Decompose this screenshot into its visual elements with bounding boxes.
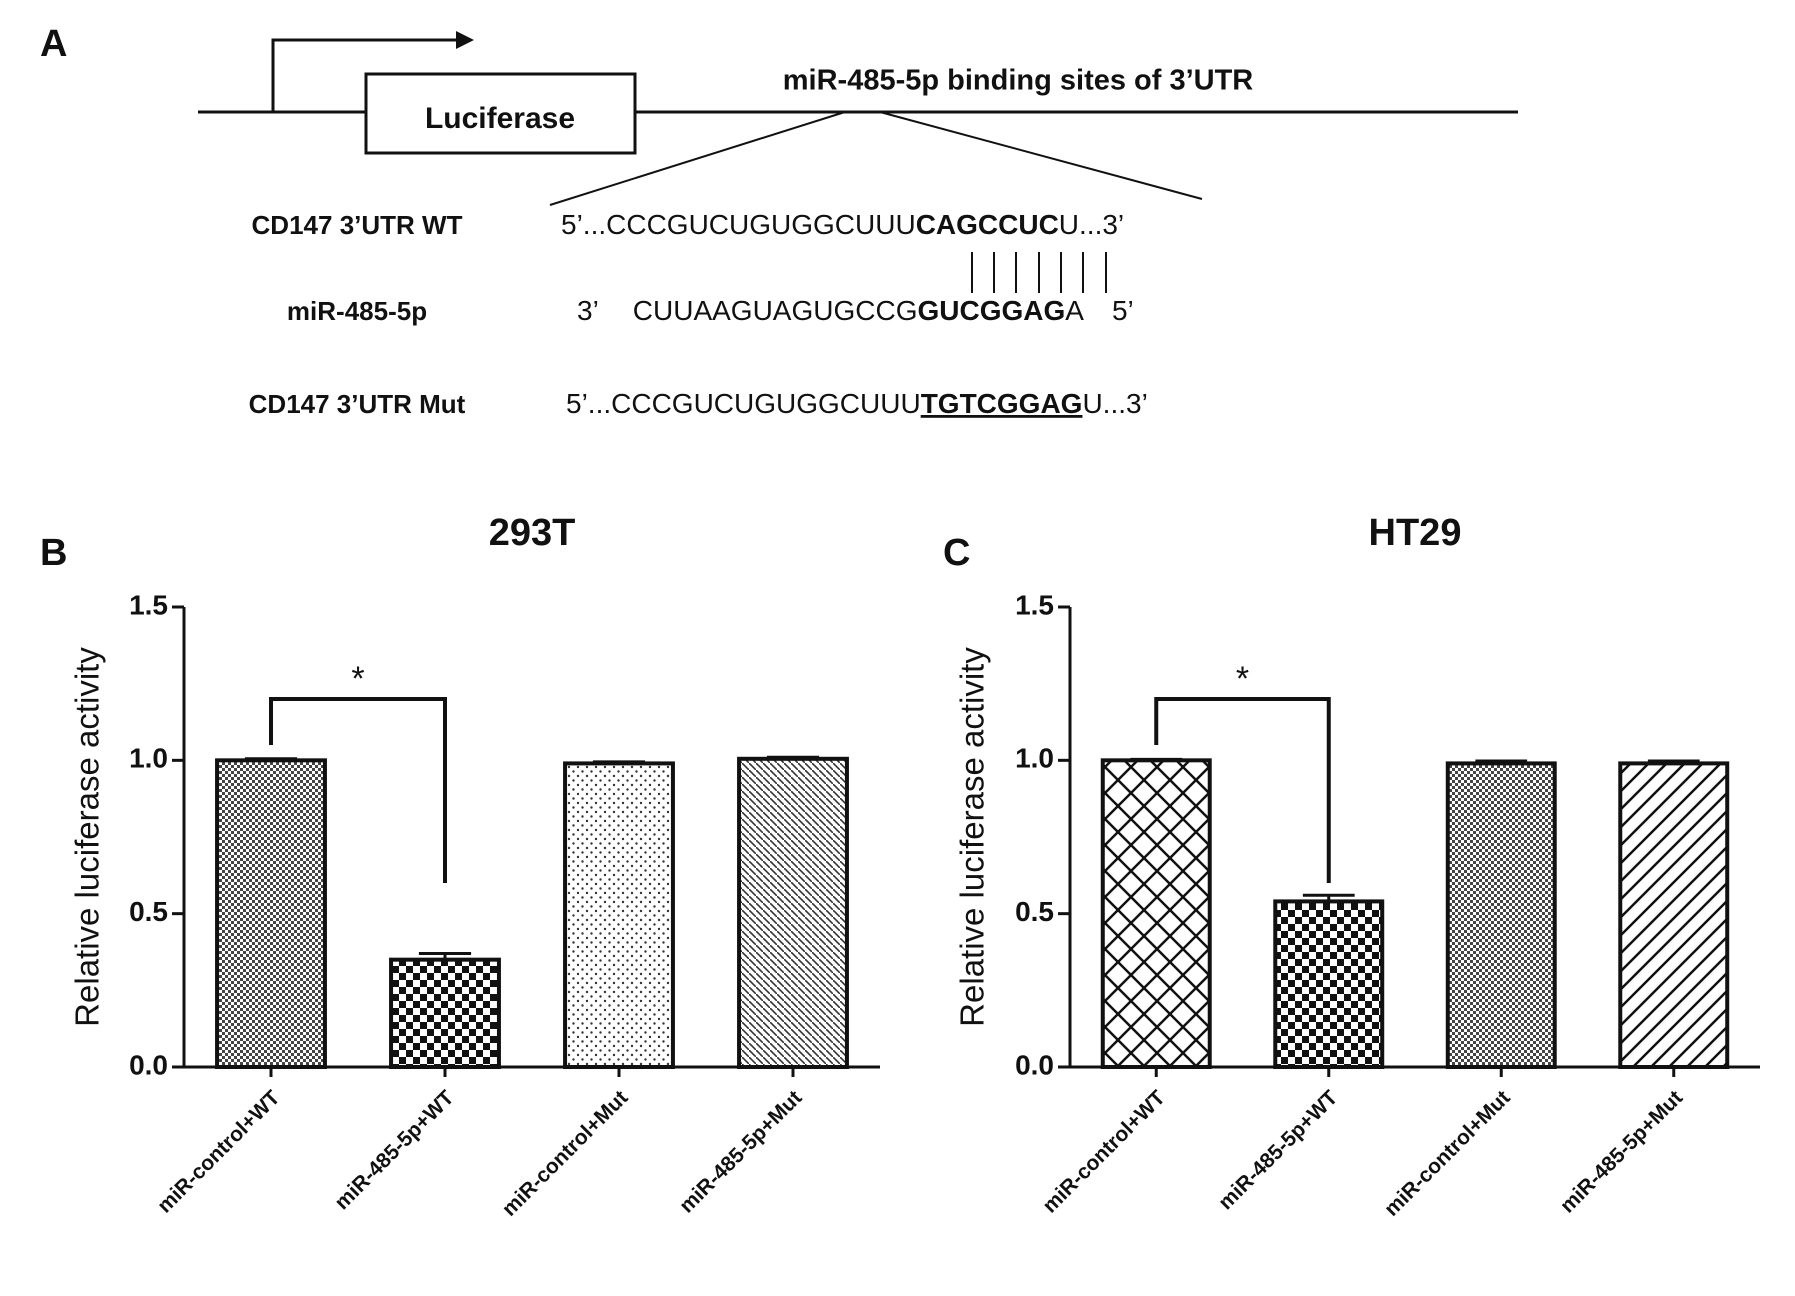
significance-label: * (351, 660, 364, 698)
bar (215, 758, 327, 1069)
bar (389, 957, 501, 1070)
seq-part: A (1065, 295, 1084, 326)
y-tick-label: 1.0 (129, 743, 168, 774)
x-tick-label: miR-485-5p+WT (330, 1086, 458, 1214)
pairing-lines (971, 252, 1107, 293)
gene-box (364, 72, 637, 155)
seq-part: CUUAAGUAGUGCCG (633, 295, 918, 326)
panel-label: B (40, 532, 67, 574)
gene-label: Luciferase (425, 102, 575, 135)
significance-bracket (1154, 697, 1331, 883)
x-tick-label: miR-control+Mut (1380, 1086, 1515, 1221)
y-tick-label: 0.0 (129, 1049, 168, 1080)
y-tick-label: 0.5 (129, 896, 168, 927)
seq-part: 5’...CCCGUCUGUGGCUUU (561, 209, 916, 240)
chart-title: HT29 (1369, 512, 1462, 554)
bar (737, 756, 849, 1069)
y-tick-label: 0.5 (1015, 896, 1054, 927)
x-tick-label: miR-485-5p+Mut (675, 1086, 806, 1217)
bar (563, 761, 675, 1070)
row-label: miR-485-5p (287, 296, 427, 326)
sequence: 5’...CCCGUCUGUGGCUUUCAGCCUCU...3’ (561, 209, 1124, 240)
significance-label: * (1236, 660, 1249, 698)
sequence: 3’ CUUAAGUAGUGCCGGUCGGAGA 5’ (577, 295, 1134, 326)
site-label: miR-485-5p binding sites of 3’UTR (783, 65, 1254, 97)
bar (1445, 761, 1557, 1070)
y-axis-label: Relative luciferase activity (954, 647, 991, 1027)
significance-bracket (269, 697, 447, 883)
seq-part: 5’...CCCGUCUGUGGCUUU (566, 388, 921, 419)
bar (1273, 899, 1385, 1070)
y-tick-label: 0.0 (1015, 1049, 1054, 1080)
seq-part: U...3’ (1059, 209, 1124, 240)
seq-seed: CAGCCUC (916, 209, 1059, 240)
seq-mutation: TGTCGGAG (921, 388, 1083, 419)
panel-label: C (943, 532, 970, 574)
arrow-head (456, 31, 474, 49)
bar (1618, 761, 1730, 1070)
bar (1100, 758, 1212, 1069)
x-tick-label: miR-control+Mut (498, 1086, 633, 1221)
seq-part: 3’ (577, 295, 599, 326)
chart-title: 293T (489, 512, 576, 554)
panel-label: A (40, 23, 67, 65)
promoter-arrow (271, 38, 462, 112)
row-label: CD147 3’UTR Mut (249, 389, 466, 419)
y-tick-label: 1.5 (1015, 589, 1054, 620)
x-tick-label: miR-485-5p+WT (1214, 1086, 1342, 1214)
y-tick-label: 1.5 (129, 589, 168, 620)
zoom-line (879, 111, 1203, 200)
x-tick-label: miR-control+WT (1038, 1086, 1169, 1217)
seq-part: 5’ (1112, 295, 1134, 326)
zoom-line (549, 111, 846, 206)
sequence: 5’...CCCGUCUGUGGCUUUTGTCGGAGU...3’ (566, 388, 1148, 419)
seq-seed: GUCGGAG (918, 295, 1066, 326)
diagram: A Luciferase miR-485-5p binding sites of… (40, 23, 1518, 419)
seq-part: U...3’ (1082, 388, 1147, 419)
x-tick-label: miR-control+WT (153, 1086, 284, 1217)
y-tick-label: 1.0 (1015, 743, 1054, 774)
x-tick-label: miR-485-5p+Mut (1556, 1086, 1687, 1217)
y-axis-label: Relative luciferase activity (69, 647, 106, 1027)
row-label: CD147 3’UTR WT (252, 210, 463, 240)
